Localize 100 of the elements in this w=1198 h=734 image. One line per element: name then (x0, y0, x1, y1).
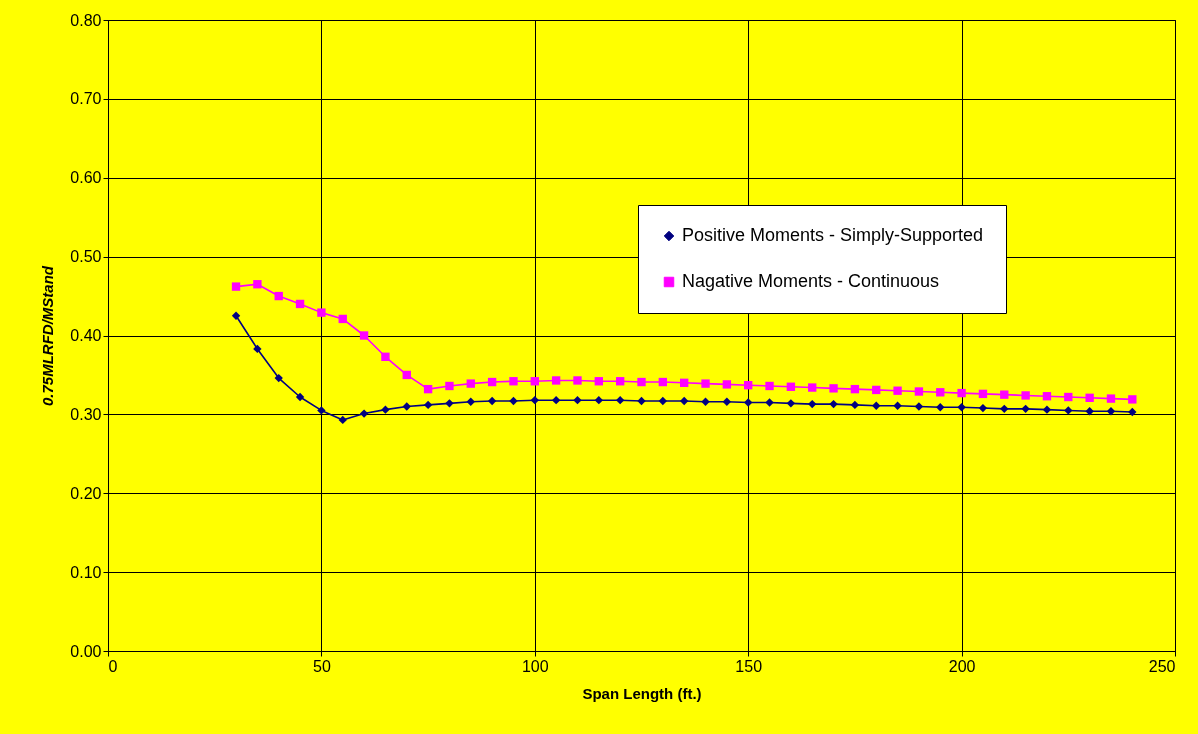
point (978, 403, 988, 413)
point (530, 377, 539, 386)
y-tick-label: 0.20 (70, 484, 102, 502)
point (402, 402, 411, 411)
point (1128, 407, 1137, 417)
point (445, 381, 454, 391)
point (509, 396, 518, 406)
point (487, 377, 497, 387)
x-tick-label: 200 (948, 657, 976, 675)
point (274, 373, 283, 383)
point (744, 381, 753, 390)
point (786, 382, 796, 391)
point (1042, 392, 1052, 401)
point (722, 380, 732, 389)
point (914, 387, 924, 396)
point (295, 299, 305, 309)
point (402, 370, 411, 380)
y-tick-label: 0.60 (70, 169, 102, 187)
point (573, 376, 582, 385)
y-axis-title: 0.75MLRFD/MStand (39, 265, 57, 407)
point (893, 401, 902, 410)
point (872, 385, 881, 395)
point (1021, 404, 1030, 414)
y-tick-label: 0.80 (70, 11, 102, 29)
y-tick-label: 0.40 (70, 327, 102, 344)
point (615, 377, 625, 386)
point (1042, 405, 1052, 414)
point (701, 397, 710, 406)
point (423, 384, 433, 394)
point (359, 331, 369, 340)
point (295, 392, 305, 402)
point (423, 400, 433, 410)
point (487, 396, 497, 406)
point (381, 352, 390, 361)
point (231, 282, 241, 291)
point (317, 308, 326, 317)
point (978, 389, 988, 399)
point (680, 378, 689, 388)
point (445, 399, 454, 408)
point (914, 402, 924, 411)
point (786, 399, 796, 408)
x-tick-label: 250 (1148, 657, 1176, 675)
point (850, 400, 860, 410)
point (1000, 390, 1009, 399)
x-axis-title: Span Length (ft.) (582, 684, 702, 702)
point (765, 381, 774, 391)
point (765, 398, 774, 407)
point (957, 403, 966, 412)
point (637, 377, 646, 387)
point (466, 397, 475, 406)
point (658, 396, 668, 406)
point (637, 396, 646, 406)
point (551, 376, 561, 385)
point (530, 395, 539, 405)
point (1106, 394, 1116, 403)
point (466, 379, 475, 388)
point (1064, 406, 1073, 415)
point (936, 388, 945, 397)
point (338, 415, 347, 425)
point (1085, 393, 1094, 402)
point (231, 311, 241, 320)
y-tick-label: 0.10 (70, 563, 102, 581)
y-tick-label: 0.30 (70, 405, 102, 423)
point (381, 405, 390, 414)
y-tick-label: 0.00 (70, 642, 102, 660)
point (274, 291, 283, 301)
point (1128, 395, 1137, 404)
legend-label: Nagative Moments - Continuous (682, 271, 940, 291)
point (1000, 404, 1009, 414)
point (551, 395, 561, 405)
y-tick-label: 0.70 (70, 90, 102, 108)
point (808, 399, 817, 409)
point (829, 384, 838, 393)
point (1106, 407, 1116, 416)
point (1064, 392, 1073, 402)
x-tick-label: 50 (313, 657, 331, 675)
legend-label: Positive Moments - Simply-Supported (682, 225, 984, 245)
x-tick-label: 150 (735, 657, 763, 675)
point (573, 395, 582, 405)
point (615, 395, 625, 405)
point (317, 406, 326, 415)
point (253, 280, 262, 289)
point (509, 377, 518, 386)
point (829, 399, 838, 409)
point (338, 314, 347, 324)
y-tick-label: 0.50 (70, 248, 102, 266)
x-tick-label: 100 (521, 657, 549, 675)
point (936, 403, 945, 412)
x-tick-label: 0 (108, 657, 118, 675)
point (253, 344, 262, 354)
point (872, 401, 881, 410)
point (893, 386, 902, 395)
point (594, 377, 603, 386)
point (594, 395, 603, 405)
point (722, 397, 732, 406)
point (658, 377, 668, 387)
point (957, 388, 966, 398)
point (1021, 391, 1030, 400)
point (359, 409, 369, 418)
point (680, 396, 689, 406)
